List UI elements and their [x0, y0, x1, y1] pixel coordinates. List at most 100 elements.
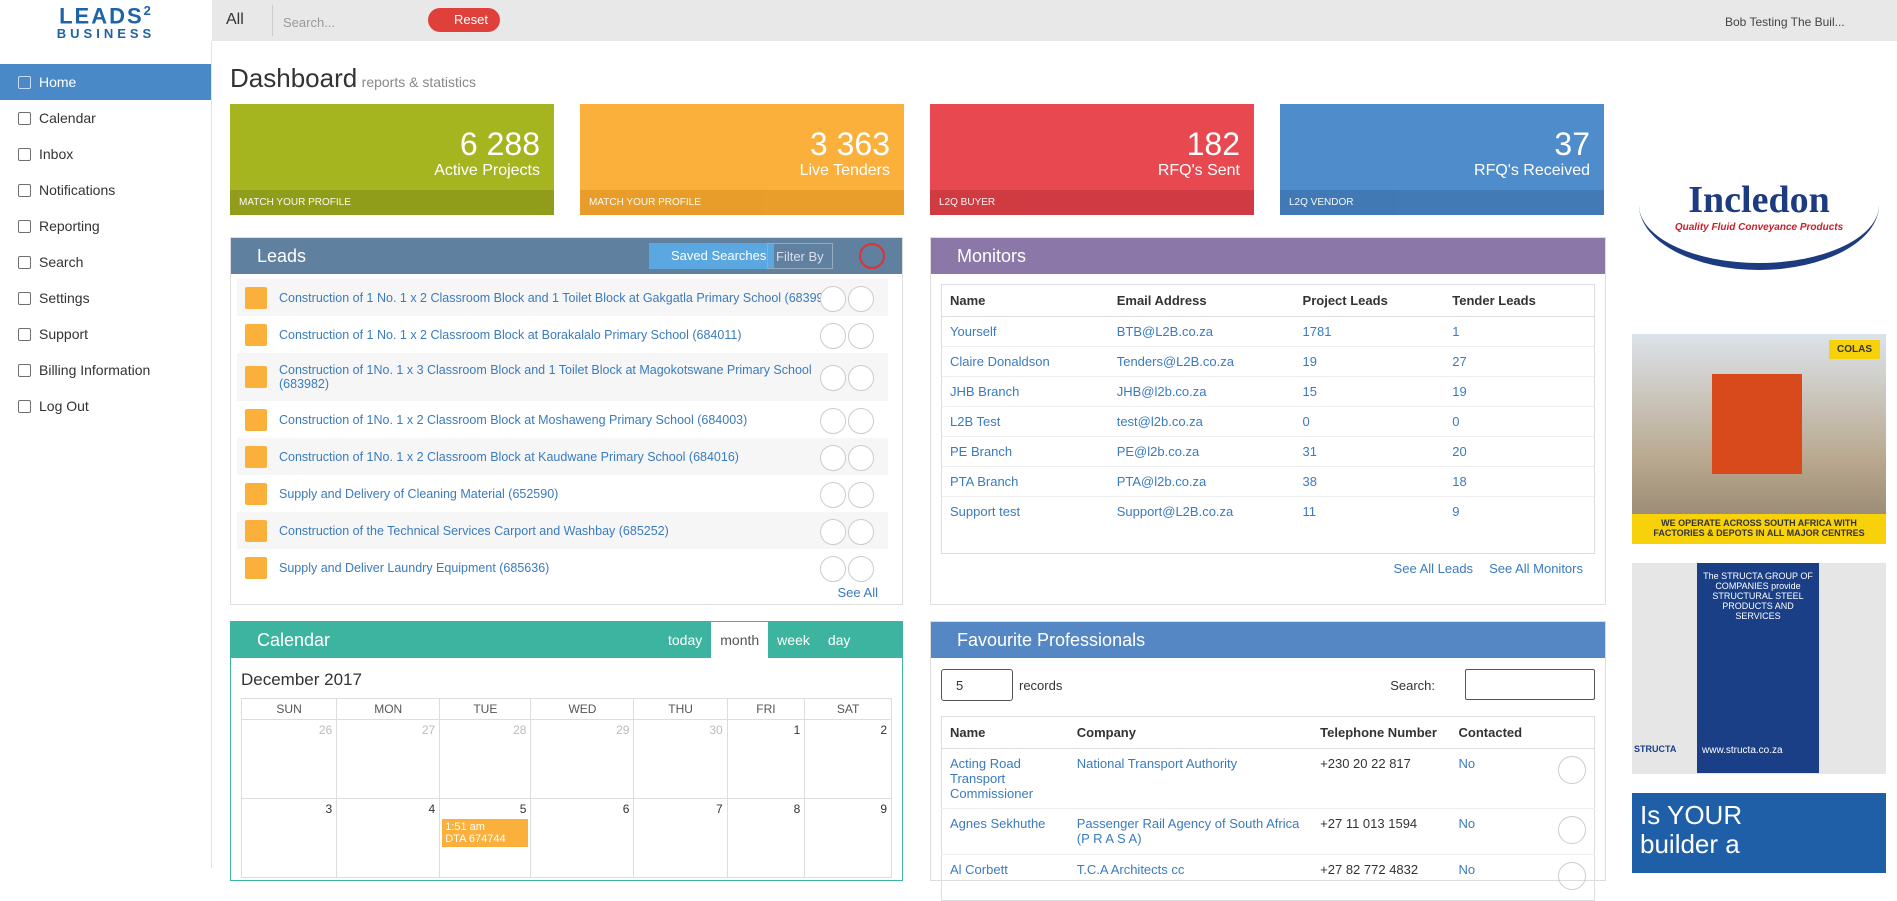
logo[interactable]: LEADS2 BUSINESS: [0, 0, 212, 41]
cell[interactable]: No: [1450, 854, 1550, 901]
cell[interactable]: 31: [1294, 436, 1445, 467]
cell[interactable]: Support test: [942, 496, 1109, 526]
stat-box[interactable]: 37 RFQ's Received L2Q VENDOR: [1280, 104, 1604, 215]
cell[interactable]: 27: [1444, 346, 1594, 377]
cell[interactable]: JHB@l2b.co.za: [1108, 376, 1295, 407]
day-cell[interactable]: 30: [633, 719, 728, 799]
day-cell[interactable]: 9: [804, 798, 892, 878]
day-cell[interactable]: 8: [726, 798, 806, 878]
search-input[interactable]: Search...: [272, 5, 390, 36]
stat-box[interactable]: 182 RFQ's Sent L2Q BUYER: [930, 104, 1254, 215]
delete-button[interactable]: [848, 445, 874, 471]
cell[interactable]: PE@l2b.co.za: [1108, 436, 1295, 467]
menu-item[interactable]: Calendar: [0, 100, 211, 136]
cell[interactable]: No: [1450, 748, 1550, 809]
view-button[interactable]: week: [777, 632, 810, 648]
cell[interactable]: Acting Road Transport Commissioner: [941, 748, 1069, 809]
cell[interactable]: 20: [1444, 436, 1594, 467]
lead-link[interactable]: Construction of 1No. 1 x 2 Classroom Blo…: [279, 412, 748, 427]
monitor-link[interactable]: See All Leads: [1393, 561, 1474, 576]
follow-button[interactable]: [820, 445, 846, 471]
cell[interactable]: 18: [1444, 466, 1594, 497]
delete-button[interactable]: [848, 556, 874, 582]
ad-incledon[interactable]: Incledon Quality Fluid Conveyance Produc…: [1632, 140, 1886, 280]
cell[interactable]: 38: [1294, 466, 1445, 497]
ad-colas[interactable]: COLAS WE OPERATE ACROSS SOUTH AFRICA WIT…: [1632, 334, 1886, 544]
day-cell[interactable]: 7: [633, 798, 728, 878]
lead-link[interactable]: Construction of 1 No. 1 x 2 Classroom Bl…: [279, 290, 835, 305]
cell[interactable]: L2B Test: [942, 406, 1109, 437]
delete-button[interactable]: [848, 482, 874, 508]
cell[interactable]: Claire Donaldson: [942, 346, 1109, 377]
ad-structa[interactable]: The STRUCTA GROUP OF COMPANIES provide S…: [1632, 563, 1886, 774]
stat-box[interactable]: 3 363 Live Tenders MATCH YOUR PROFILE: [580, 104, 904, 215]
cell[interactable]: 11: [1294, 496, 1445, 526]
delete-button[interactable]: [1558, 862, 1586, 890]
view-button[interactable]: today: [668, 632, 703, 648]
cell[interactable]: National Transport Authority: [1068, 748, 1313, 809]
cell[interactable]: PTA@l2b.co.za: [1108, 466, 1295, 497]
ad-builder[interactable]: Is YOUR builder a: [1632, 793, 1886, 873]
day-cell[interactable]: 2: [804, 719, 892, 799]
view-button[interactable]: day: [827, 632, 851, 648]
calendar-event[interactable]: 1:51 am DTA 674744: [442, 819, 529, 847]
cell[interactable]: PE Branch: [942, 436, 1109, 467]
cell[interactable]: BTB@L2B.co.za: [1108, 316, 1295, 347]
menu-item[interactable]: Support: [0, 316, 211, 352]
lead-link[interactable]: Supply and Delivery of Cleaning Material…: [279, 486, 559, 501]
menu-item[interactable]: Inbox: [0, 136, 211, 172]
cell[interactable]: 1: [1444, 316, 1594, 347]
user-menu[interactable]: Bob Testing The Buil...: [1725, 15, 1845, 29]
cell[interactable]: 19: [1294, 346, 1445, 377]
day-cell[interactable]: 29: [530, 719, 635, 799]
lead-link[interactable]: Supply and Deliver Laundry Equipment (68…: [279, 560, 550, 575]
menu-item[interactable]: Home: [0, 64, 211, 100]
monitor-link[interactable]: See All Monitors: [1489, 561, 1583, 576]
day-cell[interactable]: 1: [726, 719, 806, 799]
follow-button[interactable]: [820, 556, 846, 582]
cell[interactable]: 15: [1294, 376, 1445, 407]
follow-button[interactable]: [820, 408, 846, 434]
follow-button[interactable]: [820, 286, 846, 312]
cell[interactable]: test@l2b.co.za: [1108, 406, 1295, 437]
day-cell[interactable]: 5 1:51 am DTA 674744: [439, 798, 532, 878]
cell[interactable]: Tenders@L2B.co.za: [1108, 346, 1295, 377]
lead-link[interactable]: Construction of 1No. 1 x 3 Classroom Blo…: [279, 363, 812, 391]
delete-button[interactable]: [848, 323, 874, 349]
day-cell[interactable]: 4: [336, 798, 441, 878]
cell[interactable]: Passenger Rail Agency of South Africa (P…: [1068, 808, 1313, 855]
view-button[interactable]: month: [711, 622, 769, 658]
column-header[interactable]: Company: [1068, 716, 1313, 749]
day-cell[interactable]: 26: [240, 719, 338, 799]
menu-item[interactable]: Search: [0, 244, 211, 280]
day-cell[interactable]: 6: [530, 798, 635, 878]
follow-button[interactable]: [820, 323, 846, 349]
menu-item[interactable]: Reporting: [0, 208, 211, 244]
follow-button[interactable]: [820, 482, 846, 508]
day-cell[interactable]: 3: [240, 798, 338, 878]
delete-button[interactable]: [848, 286, 874, 312]
cell[interactable]: 19: [1444, 376, 1594, 407]
day-cell[interactable]: 28: [439, 719, 532, 799]
see-all-link[interactable]: See All: [837, 585, 878, 600]
menu-item[interactable]: Settings: [0, 280, 211, 316]
column-header[interactable]: Contacted: [1450, 716, 1550, 749]
menu-item[interactable]: Billing Information: [0, 352, 211, 388]
cell[interactable]: 0: [1444, 406, 1594, 437]
day-cell[interactable]: 27: [336, 719, 441, 799]
cell[interactable]: No: [1450, 808, 1550, 855]
menu-item[interactable]: Notifications: [0, 172, 211, 208]
lead-link[interactable]: Construction of the Technical Services C…: [279, 523, 669, 538]
stat-box[interactable]: 6 288 Active Projects MATCH YOUR PROFILE: [230, 104, 554, 215]
saved-searches-button[interactable]: Saved Searches: [649, 243, 775, 269]
filter-button[interactable]: Filter By: [767, 243, 833, 269]
delete-button[interactable]: [1558, 816, 1586, 844]
search-box[interactable]: [1465, 669, 1595, 700]
delete-button[interactable]: [848, 519, 874, 545]
delete-button[interactable]: [848, 365, 874, 391]
column-header[interactable]: Telephone Number: [1312, 716, 1451, 749]
delete-button[interactable]: [1558, 756, 1586, 784]
delete-button[interactable]: [848, 408, 874, 434]
follow-button[interactable]: [820, 519, 846, 545]
cell[interactable]: Yourself: [942, 316, 1109, 347]
